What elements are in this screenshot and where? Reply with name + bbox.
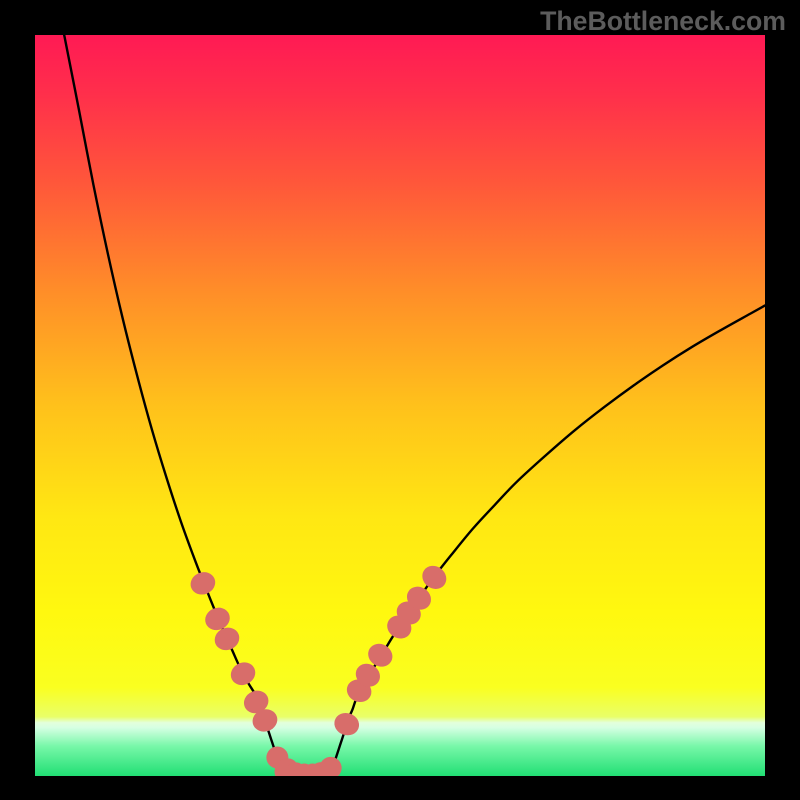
plot-area (35, 35, 765, 776)
plot-gradient-background (35, 35, 765, 776)
watermark-text: TheBottleneck.com (540, 6, 786, 37)
chart-container: TheBottleneck.com (0, 0, 800, 800)
